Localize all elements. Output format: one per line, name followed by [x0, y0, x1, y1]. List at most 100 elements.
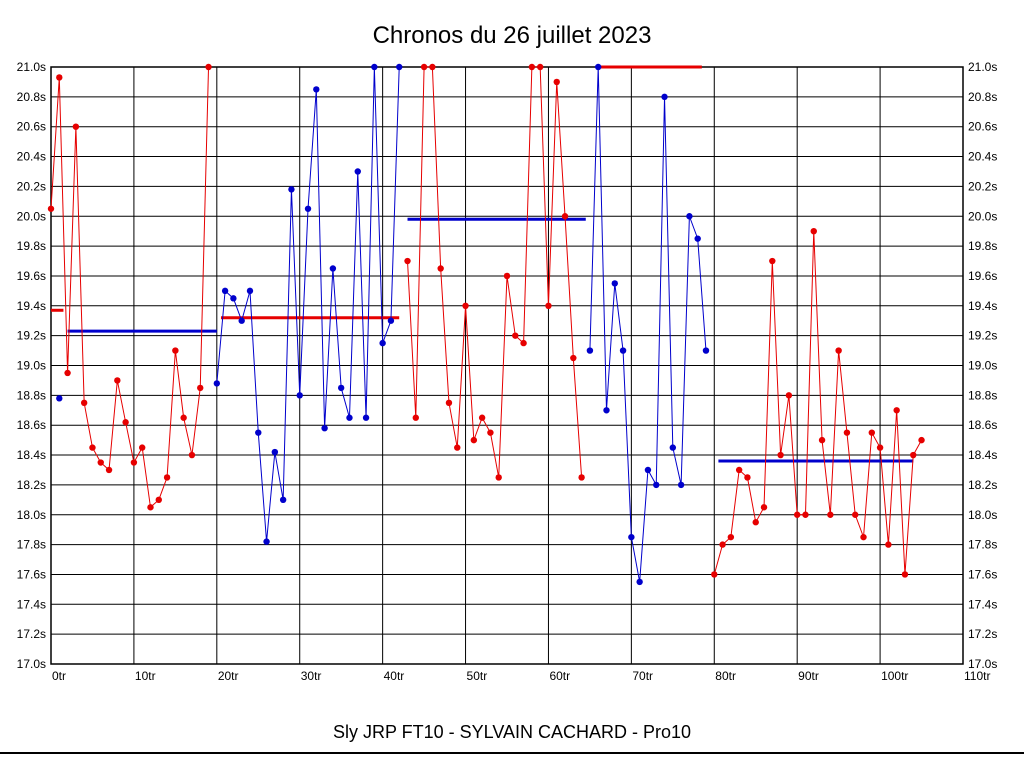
data-point-stint-2-blue: [387, 317, 395, 324]
data-point-stint-5-red: [901, 571, 909, 578]
data-point-stint-2-blue: [271, 448, 279, 456]
data-point-stint-4-blue: [611, 280, 618, 287]
chart-footer-driver-label: Sly JRP FT10 - SYLVAIN CACHARD - Pro10: [332, 722, 692, 742]
data-point-stint-5-red: [719, 541, 726, 548]
data-point-stint-5-red: [893, 407, 900, 414]
y-axis-tick-label-left: 19.2s: [17, 329, 46, 343]
data-point-stint-5-red: [777, 451, 784, 459]
data-point-stint-1-red: [80, 399, 88, 407]
data-point-stint-1-red: [180, 414, 187, 421]
y-axis-tick-label-right: 20.4s: [968, 150, 997, 164]
y-axis-tick-label-right: 21.0s: [968, 60, 997, 74]
data-point-stint-3-red: [478, 414, 486, 421]
y-axis-tick-label-right: 17.2s: [968, 627, 997, 641]
data-point-stint-2-blue: [230, 295, 237, 302]
data-point-stint-3-red: [487, 429, 494, 436]
data-point-stint-4-blue: [686, 213, 693, 220]
y-axis-tick-label-left: 19.4s: [17, 299, 46, 313]
x-axis-tick-label: 60tr: [549, 669, 570, 683]
data-point-stint-3-red: [470, 436, 478, 444]
data-point-stint-4-blue: [669, 444, 677, 451]
x-axis-tick-label: 50tr: [467, 669, 488, 683]
y-axis-tick-label-right: 19.0s: [968, 359, 997, 373]
data-point-stint-1-red: [172, 347, 179, 354]
data-point-stint-1-red: [56, 74, 63, 81]
y-axis-tick-label-right: 20.0s: [968, 209, 997, 223]
data-point-stint-2-blue: [221, 287, 229, 295]
data-point-stint-2-blue: [346, 414, 353, 421]
data-point-stint-1-red: [147, 504, 154, 511]
data-point-stint-1-red: [205, 63, 212, 71]
data-point-stint-2-blue: [321, 424, 328, 432]
data-point-stint-1-red: [89, 444, 96, 451]
y-axis-tick-label-left: 20.0s: [17, 209, 46, 223]
y-axis-tick-label-left: 19.6s: [17, 269, 46, 283]
data-point-stint-5-red: [835, 347, 842, 354]
data-point-stint-2-blue: [362, 414, 370, 421]
data-point-stint-5-red: [827, 511, 834, 518]
data-point-stint-3-red: [404, 257, 411, 265]
y-axis-tick-label-left: 18.0s: [17, 508, 46, 522]
x-axis-tick-label: 110tr: [964, 669, 990, 683]
data-point-stint-3-red: [420, 63, 428, 71]
x-axis-tick-label: 70tr: [632, 669, 653, 683]
y-axis-tick-label-right: 18.2s: [968, 478, 997, 492]
data-point-stint-4-blue: [677, 481, 685, 489]
data-point-stint-4-blue: [702, 347, 710, 354]
data-point-stint-3-red: [412, 414, 419, 421]
data-point-stint-1-red: [64, 369, 71, 377]
data-point-stint-4-blue: [619, 347, 627, 354]
data-point-stint-2-blue: [213, 380, 221, 387]
data-point-stint-5-red: [876, 444, 884, 451]
y-axis-tick-label-left: 20.6s: [17, 120, 46, 134]
y-axis-tick-label-left: 21.0s: [17, 60, 46, 74]
data-point-stint-2-blue: [396, 63, 403, 71]
y-axis-tick-label-right: 19.4s: [968, 299, 997, 313]
x-axis-tick-label: 30tr: [301, 669, 322, 683]
y-axis-tick-label-left: 18.6s: [17, 418, 46, 432]
y-axis-tick-label-left: 19.8s: [17, 239, 46, 253]
data-point-stint-3-red: [570, 354, 577, 362]
data-point-stint-5-red: [852, 511, 859, 518]
data-point-stint-1-red: [163, 474, 171, 481]
series-line-stint-5-red: [713, 231, 922, 575]
data-point-stint-2-blue: [379, 339, 386, 347]
data-point-stint-1-red: [188, 451, 196, 459]
data-point-stint-1-red: [114, 377, 121, 384]
y-axis-tick-label-right: 20.6s: [968, 120, 997, 134]
y-axis-tick-label-right: 20.8s: [968, 90, 997, 104]
y-axis-tick-label-left: 17.6s: [17, 567, 46, 581]
data-point-stint-5-red: [727, 533, 735, 541]
data-point-stint-4-blue: [661, 93, 668, 101]
y-axis-tick-label-left: 20.2s: [17, 179, 46, 193]
data-point-stint-1-red: [155, 496, 162, 504]
data-point-stint-5-red: [744, 474, 751, 481]
data-point-stint-2-blue: [329, 265, 337, 272]
x-axis-tick-label: 90tr: [798, 669, 819, 683]
y-axis-tick-label-right: 19.2s: [968, 329, 997, 343]
data-point-stint-5-red: [885, 541, 892, 548]
y-axis-tick-label-right: 20.2s: [968, 179, 997, 193]
y-axis-tick-label-right: 17.0s: [968, 657, 997, 671]
data-point-stint-3-red: [528, 63, 536, 71]
data-point-stint-3-red: [512, 332, 519, 339]
data-point-stint-2-blue: [263, 538, 270, 545]
data-point-stint-3-red: [454, 444, 461, 451]
data-point-stint-5-red: [793, 511, 801, 518]
y-axis-tick-label-left: 19.0s: [17, 359, 46, 373]
y-axis-tick-label-left: 18.4s: [17, 448, 46, 462]
data-point-stint-1-red: [197, 384, 204, 392]
data-point-stint-2-blue: [279, 496, 287, 504]
data-point-stint-3-red: [445, 399, 453, 407]
data-point-stint-1-red: [97, 459, 104, 466]
data-point-stint-5-red: [769, 257, 776, 265]
x-axis-tick-label: 80tr: [715, 669, 736, 683]
x-axis-tick-label: 10tr: [135, 669, 156, 683]
data-point-stint-3-red: [495, 474, 502, 481]
data-point-stint-5-red: [711, 571, 718, 578]
data-point-stint-5-red: [843, 429, 851, 436]
data-point-stint-4-blue: [644, 466, 652, 474]
data-point-stint-3-red: [462, 302, 469, 309]
data-point-stint-5-red: [785, 392, 793, 399]
data-point-stint-3-red: [561, 213, 569, 220]
